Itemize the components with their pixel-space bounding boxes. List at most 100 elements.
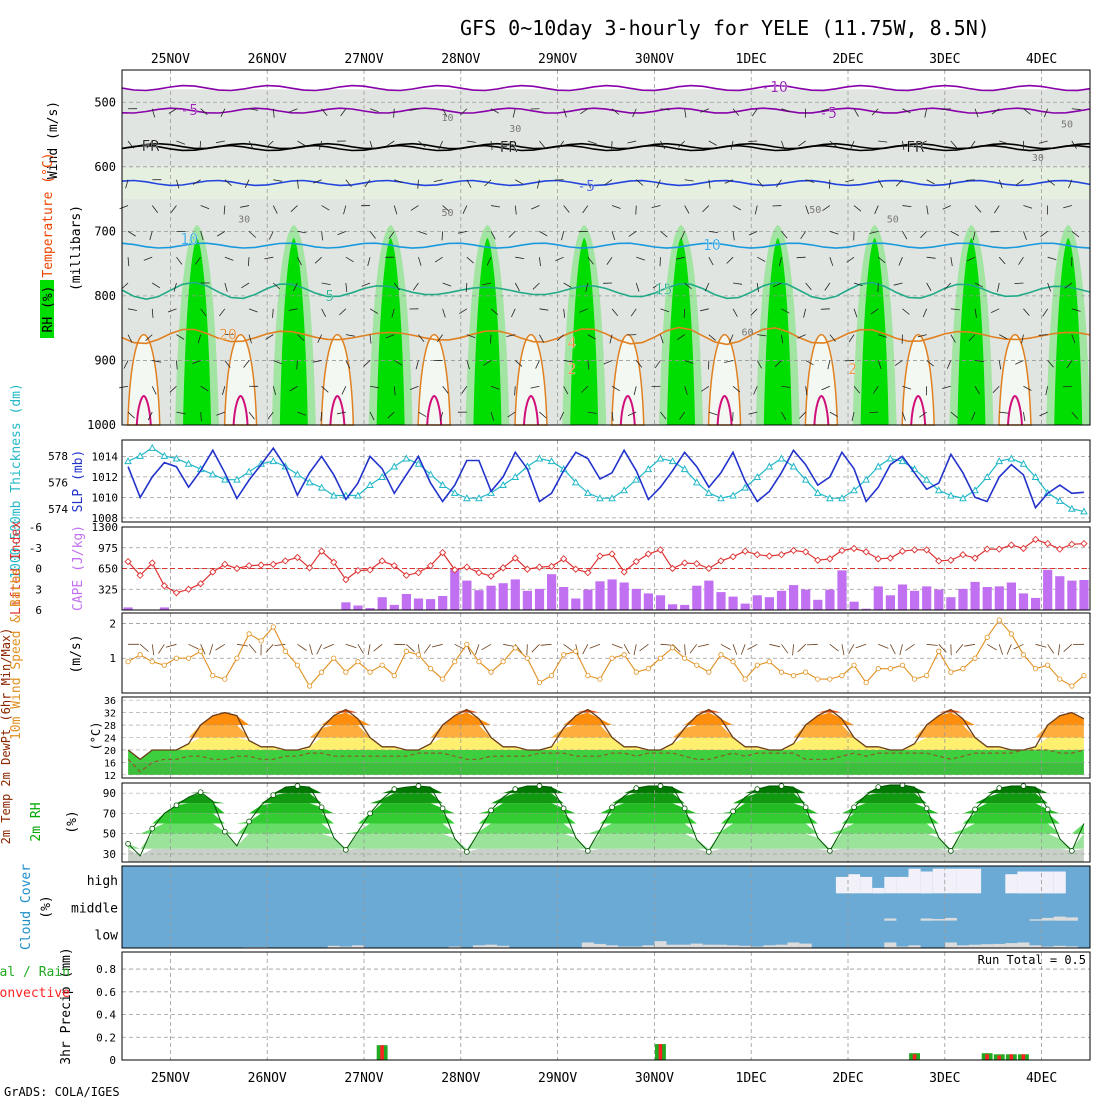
wind-barb [466, 334, 476, 339]
cape-bar [934, 589, 944, 610]
lifted-index-point [245, 562, 253, 570]
thickness-point [801, 475, 810, 483]
wind-barb [708, 334, 716, 341]
rh2m-point [512, 786, 519, 792]
wind10-barb [265, 644, 274, 653]
thickness-point [898, 457, 907, 465]
precip-convective-bar [658, 1044, 663, 1060]
date-label-top: 26NOV [248, 52, 287, 67]
wind-barb [297, 257, 302, 266]
date-label-top: 3DEC [929, 52, 960, 67]
thickness-point [390, 462, 399, 470]
wind10-barb [899, 644, 903, 656]
wind-barb [248, 308, 258, 313]
wind-barb [997, 282, 1000, 292]
wind-barb [176, 179, 180, 189]
wind-barb [579, 308, 589, 313]
wind-barb [248, 334, 252, 344]
wind10-barb [316, 644, 323, 655]
wind-barb [168, 108, 177, 114]
rh-contour-label: 10 [441, 113, 453, 124]
wind10-barb [373, 643, 383, 652]
lifted-index-point [753, 551, 761, 559]
wind10-barb [639, 643, 649, 652]
wind10-barb [158, 644, 165, 654]
rh2m-fill [128, 785, 1084, 794]
wind-barb [415, 360, 419, 370]
lifted-index-point [572, 565, 580, 573]
thickness-point [692, 478, 701, 486]
wind-barb [950, 231, 959, 236]
wind-barb [393, 282, 401, 291]
lifted-index-point [826, 555, 834, 563]
wind10-barb [1035, 643, 1047, 648]
temperature-contour-label: 10 [703, 236, 721, 254]
lifted-index-point [729, 553, 737, 561]
wind-barb [999, 140, 1009, 144]
wind-barb [684, 205, 690, 214]
temp2m-line [127, 708, 1085, 761]
cloud-bar [751, 946, 764, 948]
rh2m-point [778, 783, 785, 789]
rh2m-point [488, 807, 494, 814]
wind-barb [974, 386, 980, 395]
wind10-barb [623, 644, 630, 655]
cape-bar [547, 574, 557, 610]
wind10-point [379, 662, 385, 668]
wind-barb [635, 282, 640, 292]
rh2m-point [633, 785, 640, 791]
wind10-point [936, 648, 942, 654]
cape-tick-label: 975 [98, 542, 118, 555]
lifted-index-point [390, 562, 398, 570]
cloud-bar [1053, 871, 1066, 894]
rh-plume-core [570, 237, 599, 425]
wind-barb [563, 308, 566, 318]
wind-barb [902, 108, 911, 114]
wind-barb [756, 179, 764, 187]
rh2m-fill [128, 848, 1084, 862]
wind-barb [700, 308, 709, 312]
wind10-barb [503, 643, 514, 647]
cloud-bar [618, 946, 631, 948]
wind-barb [465, 282, 468, 293]
cloud-bar [920, 871, 933, 894]
slp-tick-label: 1014 [92, 450, 119, 463]
wind-barb [611, 412, 614, 422]
wind-barb [732, 282, 743, 285]
wind-barb [974, 205, 982, 213]
upper-air-panel: 500 600 700 800 900 1000 -10 -5 -5 FR FR FR -5 10 10 5 1… [40, 69, 1091, 432]
wind10-point [125, 659, 131, 665]
wind-barb [585, 282, 589, 292]
upper-ylabel-pressure: (millibars) [69, 205, 84, 291]
cloud-bar [678, 944, 691, 948]
wind-barb [200, 308, 207, 317]
thickness-point [426, 470, 435, 478]
cape-bar [994, 586, 1004, 610]
wind-barb [345, 282, 348, 293]
wind-barb [821, 108, 830, 112]
cape-tick-label: 325 [98, 583, 118, 596]
wind-barb [998, 360, 1002, 370]
wind-barb [466, 360, 470, 370]
lifted-index-point [547, 562, 556, 571]
wind10-point [258, 638, 264, 644]
slp-ylabel: SLP (mb) [71, 450, 86, 513]
precip-run-total: Run Total = 0.5 [978, 953, 1086, 967]
wind10-barb [848, 644, 855, 655]
wind-barb [702, 205, 710, 213]
wind-barb [268, 231, 274, 240]
wind10-point [657, 655, 664, 661]
wind-barb [530, 385, 540, 389]
wind-barb [511, 308, 516, 318]
cloud-bar [654, 941, 667, 948]
thickness-point [995, 457, 1004, 465]
wind-barb [127, 308, 137, 311]
wind10-point [173, 655, 180, 661]
slp-line [127, 446, 1084, 510]
cloud-bar [714, 944, 727, 948]
wind-barb [926, 256, 936, 259]
wind10-barb [878, 643, 889, 649]
wind10-barb [611, 643, 623, 649]
wind-barb [1068, 179, 1073, 189]
lifted-index-point [269, 560, 277, 568]
